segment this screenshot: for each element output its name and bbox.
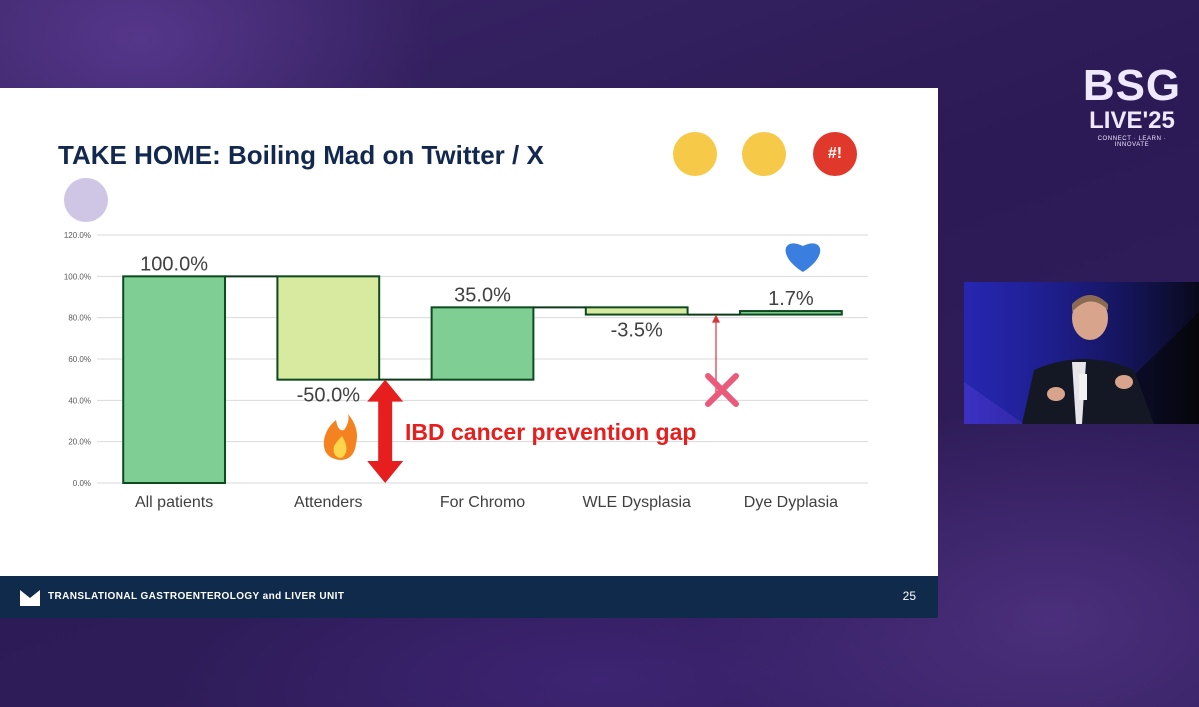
screaming-face-emoji-icon	[742, 132, 786, 176]
y-tick-label: 80.0%	[68, 314, 91, 323]
y-tick-label: 100.0%	[64, 272, 91, 281]
unit-logo-icon	[20, 590, 40, 606]
annotations	[323, 243, 821, 483]
bar-connectors	[224, 275, 741, 381]
x-tick-label: All patients	[135, 494, 213, 511]
slide-title: TAKE HOME: Boiling Mad on Twitter / X	[58, 140, 544, 170]
skull-crossbones-emoji-icon	[64, 178, 108, 222]
y-axis-ticks: 0.0% 20.0% 40.0% 60.0% 80.0% 100.0% 120.0%	[64, 231, 91, 488]
fire-icon-core	[333, 436, 347, 458]
data-label: -50.0%	[297, 385, 361, 407]
bar-for-chromo	[430, 306, 535, 381]
data-label: 35.0%	[454, 284, 511, 306]
bar-attenders	[276, 275, 381, 381]
event-tagline: CONNECT · LEARN · INNOVATE	[1097, 136, 1167, 148]
data-labels: 100.0% -50.0% 35.0% -3.5% 1.7%	[140, 253, 814, 406]
chart-bars	[122, 275, 843, 484]
cursing-face-emoji-icon: #!	[813, 132, 857, 176]
x-axis-ticks: All patients Attenders For Chromo WLE Dyspl…	[135, 494, 838, 511]
cross-mark-icon-stroke	[705, 373, 739, 407]
event-logo-line1: BSG	[1082, 61, 1182, 110]
footer-text: TRANSLATIONAL GASTROENTEROLOGY and LIVER…	[48, 591, 345, 602]
y-tick-label: 20.0%	[68, 438, 91, 447]
fire-icon	[323, 414, 357, 460]
double-arrow-icon	[367, 379, 404, 483]
y-tick-label: 60.0%	[68, 355, 91, 364]
data-label: -3.5%	[611, 320, 663, 342]
speaker-video-frame	[964, 282, 1199, 424]
heart-icon	[785, 243, 821, 272]
event-logo: BSG LIVE'25 CONNECT · LEARN · INNOVATE	[1080, 61, 1184, 149]
y-tick-label: 0.0%	[73, 479, 91, 488]
data-label: 1.7%	[768, 288, 814, 310]
waterfall-chart: 0.0% 20.0% 40.0% 60.0% 80.0% 100.0% 120.0% 100…	[64, 231, 868, 511]
x-tick-label: For Chromo	[440, 494, 525, 511]
bar-wle-dysplasia	[584, 306, 689, 316]
presentation-slide: TAKE HOME: Boiling Mad on Twitter / X #!…	[0, 88, 938, 618]
x-tick-label: Attenders	[294, 494, 362, 511]
y-tick-label: 40.0%	[68, 396, 91, 405]
event-logo-line2: LIVE'25	[1089, 107, 1175, 134]
x-tick-label: Dye Dyplasia	[744, 494, 838, 511]
data-label: 100.0%	[140, 253, 208, 275]
bar-all-patients	[122, 275, 226, 484]
slide-footer: TRANSLATIONAL GASTROENTEROLOGY and LIVER…	[0, 576, 938, 618]
page-number: 25	[902, 589, 916, 603]
bar-dye-dyplasia	[739, 310, 843, 316]
gap-arrow-head	[712, 314, 720, 323]
x-tick-label: WLE Dysplasia	[582, 494, 691, 511]
y-tick-label: 120.0%	[64, 231, 91, 240]
speaker-video	[964, 282, 1199, 424]
exploding-head-emoji-icon	[673, 132, 717, 176]
gap-annotation-text: IBD cancer prevention gap	[405, 419, 696, 445]
